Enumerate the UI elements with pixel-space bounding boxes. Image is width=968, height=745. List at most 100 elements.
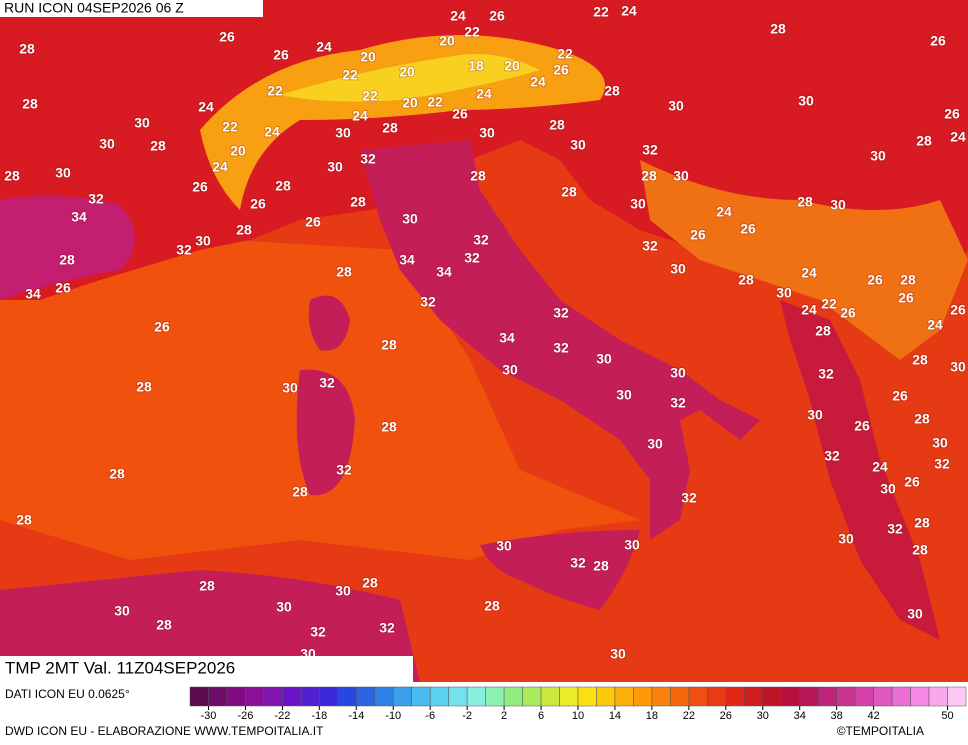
field-text: TMP 2MT Val. 11Z04SEP2026	[5, 658, 235, 677]
temperature-label: 28	[4, 168, 20, 184]
legend-tick-label: 18	[646, 710, 658, 722]
temperature-label: 28	[236, 222, 252, 238]
temperature-label: 24	[872, 459, 888, 475]
legend-swatch	[503, 686, 523, 707]
temperature-label: 30	[673, 168, 689, 184]
temperature-label: 32	[379, 620, 395, 636]
temperature-label: 34	[71, 209, 87, 225]
legend-tick-label: 42	[867, 710, 879, 722]
temperature-label: 34	[499, 330, 515, 346]
temperature-label: 28	[912, 542, 928, 558]
legend-swatch	[688, 686, 708, 707]
legend-swatch	[762, 686, 782, 707]
sardinia	[296, 369, 355, 496]
temperature-label: 28	[561, 184, 577, 200]
legend-tick-label: 38	[831, 710, 843, 722]
legend-tick-label: 26	[720, 710, 732, 722]
temperature-label: 32	[670, 395, 686, 411]
legend-swatch	[356, 686, 376, 707]
temperature-label: 28	[815, 323, 831, 339]
temperature-label: 32	[464, 250, 480, 266]
legend-swatch	[854, 686, 874, 707]
temperature-label: 32	[642, 142, 658, 158]
temperature-label: 28	[59, 252, 75, 268]
temperature-label: 28	[199, 578, 215, 594]
temperature-label: 26	[904, 474, 920, 490]
temperature-label: 20	[399, 64, 415, 80]
temperature-label: 28	[484, 598, 500, 614]
temperature-label: 24	[352, 108, 368, 124]
temperature-label: 32	[934, 456, 950, 472]
temperature-label: 28	[604, 83, 620, 99]
temperature-label: 24	[212, 159, 228, 175]
temperature-label: 32	[681, 490, 697, 506]
temperature-label: 30	[776, 285, 792, 301]
temperature-label: 30	[880, 481, 896, 497]
temperature-label: 26	[840, 305, 856, 321]
temperature-label: 28	[156, 617, 172, 633]
italy	[360, 140, 760, 540]
temperature-label: 28	[470, 168, 486, 184]
temperature-label: 28	[381, 419, 397, 435]
legend-tick-label: -22	[274, 710, 290, 722]
temperature-label: 30	[99, 136, 115, 152]
legend-tick-label: 2	[501, 710, 507, 722]
temperature-label: 30	[134, 115, 150, 131]
temperature-label: 22	[342, 67, 358, 83]
temperature-label: 22	[464, 24, 480, 40]
temperature-label: 24	[801, 265, 817, 281]
temperature-label: 30	[670, 365, 686, 381]
temperature-label: 26	[192, 179, 208, 195]
temperature-label: 30	[570, 137, 586, 153]
temperature-label: 26	[219, 29, 235, 45]
temperature-label: 30	[327, 159, 343, 175]
legend-swatch	[429, 686, 449, 707]
temperature-label: 28	[382, 120, 398, 136]
legend-swatch	[466, 686, 486, 707]
temperature-label: 22	[557, 46, 573, 62]
temperature-label: 28	[22, 96, 38, 112]
legend-swatch	[245, 686, 265, 707]
temperature-label: 22	[222, 119, 238, 135]
legend-tick-label: 34	[794, 710, 806, 722]
legend-swatch	[189, 686, 209, 707]
legend-swatch	[633, 686, 653, 707]
temperature-label: 22	[362, 88, 378, 104]
temperature-label: 28	[914, 515, 930, 531]
legend-swatch	[540, 686, 560, 707]
temperature-label: 26	[154, 319, 170, 335]
temperature-label: 28	[593, 558, 609, 574]
temperature-label: 26	[452, 106, 468, 122]
legend-tick-label: 6	[538, 710, 544, 722]
temperature-label: 30	[402, 211, 418, 227]
run-text: RUN ICON 04SEP2026 06 Z	[4, 0, 184, 16]
temperature-label: 32	[176, 242, 192, 258]
temperature-label: 28	[914, 411, 930, 427]
temperature-label: 20	[360, 49, 376, 65]
legend-tick-label: -18	[311, 710, 327, 722]
temperature-label: 28	[900, 272, 916, 288]
temperature-label: 24	[476, 86, 492, 102]
temperature-label: 26	[854, 418, 870, 434]
temperature-label: 28	[292, 484, 308, 500]
temperature-label: 26	[898, 290, 914, 306]
temperature-label: 24	[316, 39, 332, 55]
alps-high	[280, 54, 540, 102]
temperature-label: 28	[150, 138, 166, 154]
temperature-label: 30	[668, 98, 684, 114]
temperature-label: 34	[436, 264, 452, 280]
legend-swatch	[670, 686, 690, 707]
temperature-label: 32	[360, 151, 376, 167]
temperature-label: 26	[273, 47, 289, 63]
legend-tick-label: 10	[572, 710, 584, 722]
brand-text: ©TEMPOITALIA	[837, 724, 924, 738]
temperature-label: 28	[912, 352, 928, 368]
footer-text: DWD ICON EU - ELABORAZIONE WWW.TEMPOITAL…	[5, 724, 324, 738]
sicily	[480, 530, 640, 610]
temperature-label: 30	[670, 261, 686, 277]
legend-swatch	[928, 686, 948, 707]
temperature-label: 26	[944, 106, 960, 122]
temperature-label: 28	[136, 379, 152, 395]
temperature-label: 30	[335, 583, 351, 599]
